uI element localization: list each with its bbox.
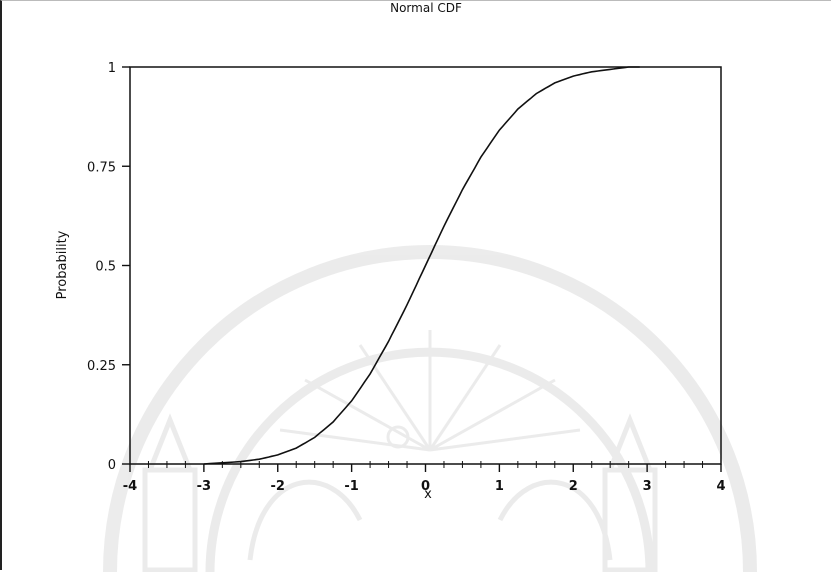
x-tick-label: 2 [569, 479, 578, 494]
x-tick-label: 4 [716, 479, 725, 494]
x-tick-label: -1 [344, 479, 358, 494]
cdf-series-line [203, 66, 640, 465]
x-axis-title: x [424, 487, 432, 502]
x-tick-label: 3 [643, 479, 652, 494]
y-axis: 0 0.25 0.5 0.75 1 [87, 61, 130, 473]
x-axis: -4 -3 -2 -1 0 1 2 3 4 [123, 461, 726, 494]
chart-title: Normal CDF [390, 1, 462, 15]
watermark-seal-logo [103, 245, 757, 572]
y-tick-label: 0.75 [87, 160, 116, 175]
x-tick-label: 0 [421, 479, 430, 494]
x-tick-label: -2 [271, 479, 285, 494]
y-axis-title: Probability [55, 230, 70, 299]
x-tick-label: -3 [197, 479, 211, 494]
y-tick-label: 0 [108, 458, 116, 473]
x-tick-label: 1 [495, 479, 504, 494]
y-tick-label: 0.5 [95, 260, 116, 275]
x-tick-label: -4 [123, 479, 137, 494]
y-tick-label: 0.25 [87, 359, 116, 374]
y-tick-label: 1 [108, 61, 116, 76]
